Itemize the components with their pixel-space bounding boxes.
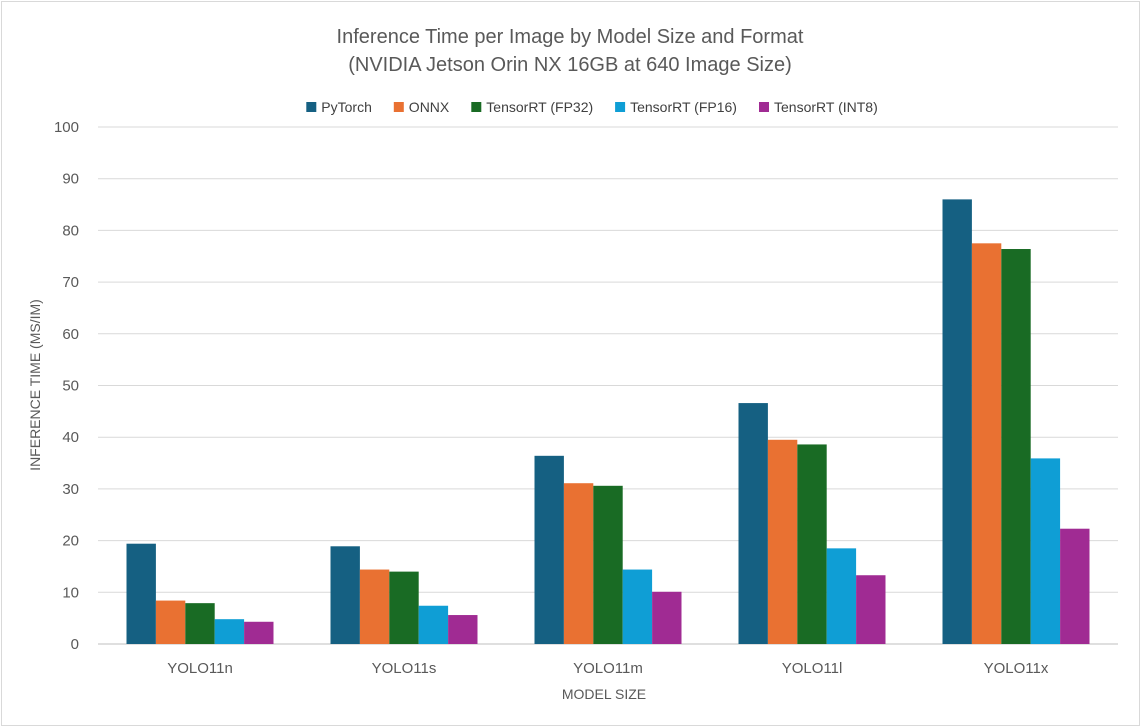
- y-axis-ticks: 0 10 20 30 40 50 60 70 80 90 100: [54, 119, 79, 653]
- legend-item: TensorRT (FP16): [615, 99, 737, 115]
- legend-item: TensorRT (INT8): [759, 99, 878, 115]
- bar: [418, 605, 449, 644]
- legend-label: TensorRT (FP32): [486, 99, 593, 115]
- bar: [738, 403, 768, 644]
- bar: [652, 591, 682, 644]
- bar: [534, 455, 564, 644]
- legend-item: ONNX: [393, 99, 450, 115]
- bar: [563, 483, 594, 644]
- legend-label: ONNX: [409, 99, 450, 115]
- bar: [942, 199, 972, 644]
- legend-item: TensorRT (FP32): [471, 99, 593, 115]
- bars: [126, 199, 1090, 644]
- bar: [330, 546, 360, 644]
- bar: [126, 543, 156, 644]
- legend: PyTorch ONNX TensorRT (FP32) TensorRT (FP16…: [306, 99, 878, 115]
- bar: [856, 575, 886, 644]
- x-axis-title: MODEL SIZE: [562, 686, 646, 702]
- y-tick-label: 50: [62, 378, 79, 395]
- bar: [1060, 528, 1090, 644]
- y-tick-label: 90: [62, 171, 79, 188]
- bar: [797, 444, 827, 644]
- y-axis-title: INFERENCE TIME (MS/IM): [27, 299, 43, 471]
- bar: [389, 571, 419, 644]
- x-tick-label: YOLO11x: [984, 660, 1049, 677]
- x-tick-label: YOLO11n: [167, 660, 233, 677]
- y-tick-label: 0: [71, 636, 79, 653]
- bar: [185, 603, 215, 644]
- x-tick-label: YOLO11s: [372, 660, 437, 677]
- bar: [971, 243, 1002, 644]
- legend-swatch: [615, 102, 626, 112]
- bar: [244, 621, 274, 644]
- y-tick-label: 10: [62, 584, 79, 601]
- y-tick-label: 60: [62, 326, 79, 343]
- y-tick-label: 30: [62, 481, 79, 498]
- x-tick-label: YOLO11m: [573, 660, 643, 677]
- bar: [214, 619, 245, 644]
- bar: [155, 600, 186, 644]
- chart-title: Inference Time per Image by Model Size a…: [337, 26, 804, 48]
- legend-swatch: [306, 102, 317, 112]
- legend-label: TensorRT (INT8): [774, 99, 878, 115]
- legend-label: TensorRT (FP16): [630, 99, 737, 115]
- bar: [826, 548, 857, 644]
- y-tick-label: 70: [62, 274, 79, 291]
- legend-swatch: [471, 102, 482, 112]
- bar: [448, 615, 478, 644]
- legend-item: PyTorch: [306, 99, 372, 115]
- y-tick-label: 40: [62, 429, 79, 446]
- y-tick-label: 80: [62, 222, 79, 239]
- bar: [1001, 249, 1031, 644]
- chart-subtitle: (NVIDIA Jetson Orin NX 16GB at 640 Image…: [348, 54, 792, 76]
- y-tick-label: 20: [62, 533, 79, 550]
- legend-label: PyTorch: [321, 99, 372, 115]
- bar: [1030, 458, 1061, 644]
- legend-swatch: [393, 102, 404, 112]
- bar: [593, 485, 623, 644]
- legend-swatch: [759, 102, 769, 112]
- bar: [622, 569, 653, 644]
- bar: [767, 439, 798, 644]
- bar: [359, 569, 390, 644]
- x-axis-ticks: YOLO11n YOLO11s YOLO11m YOLO11l YOLO11x: [167, 660, 1049, 677]
- y-tick-label: 100: [54, 119, 79, 136]
- x-tick-label: YOLO11l: [782, 660, 843, 677]
